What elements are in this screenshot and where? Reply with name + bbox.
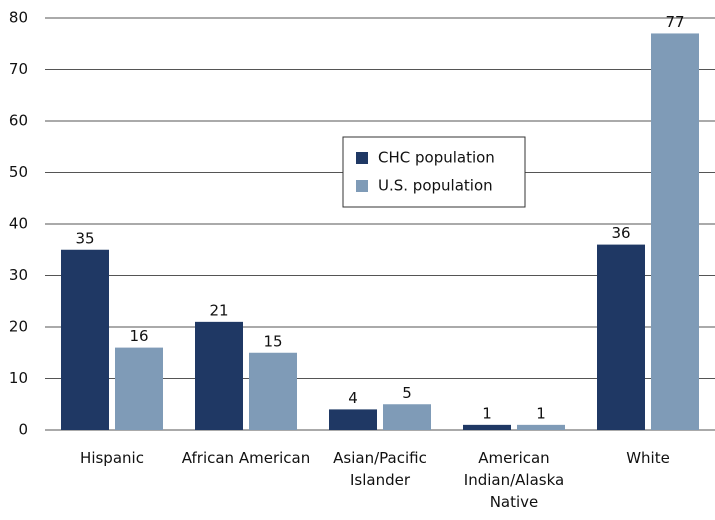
value-label: 1 [536,404,546,422]
bar [329,409,377,430]
value-label: 4 [348,389,358,407]
value-label: 5 [402,384,412,402]
legend-label: CHC population [378,149,495,167]
legend-swatch [356,180,368,192]
bar [597,244,645,430]
legend-box [342,136,526,208]
y-tick-label: 50 [9,163,28,181]
value-label: 35 [75,229,94,247]
x-tick-label: Hispanic [80,449,144,467]
bar [651,33,699,430]
bar [249,352,297,430]
y-tick-label: 20 [9,318,28,336]
x-tick-label: White [626,449,670,467]
x-tick-label: Asian/Pacific Islander [333,449,427,489]
bar [195,321,243,430]
y-tick-label: 30 [9,266,28,284]
value-label: 15 [263,332,282,350]
value-label: 1 [482,404,492,422]
bar [463,424,511,430]
value-label: 21 [209,301,228,319]
x-tick-label: American Indian/Alaska Native [463,449,565,511]
legend-swatch [356,152,368,164]
x-tick-label: African American [181,449,311,467]
y-tick-label: 0 [18,421,28,439]
bar [115,347,163,430]
value-label: 16 [129,327,148,345]
y-tick-label: 40 [9,215,28,233]
value-label: 77 [665,13,684,31]
y-tick-label: 80 [9,9,28,27]
bar [517,424,565,430]
legend-label: U.S. population [378,177,493,195]
value-label: 36 [611,224,630,242]
bar [383,404,431,430]
bar [61,249,109,430]
y-tick-label: 60 [9,112,28,130]
y-tick-label: 70 [9,60,28,78]
y-tick-label: 10 [9,369,28,387]
